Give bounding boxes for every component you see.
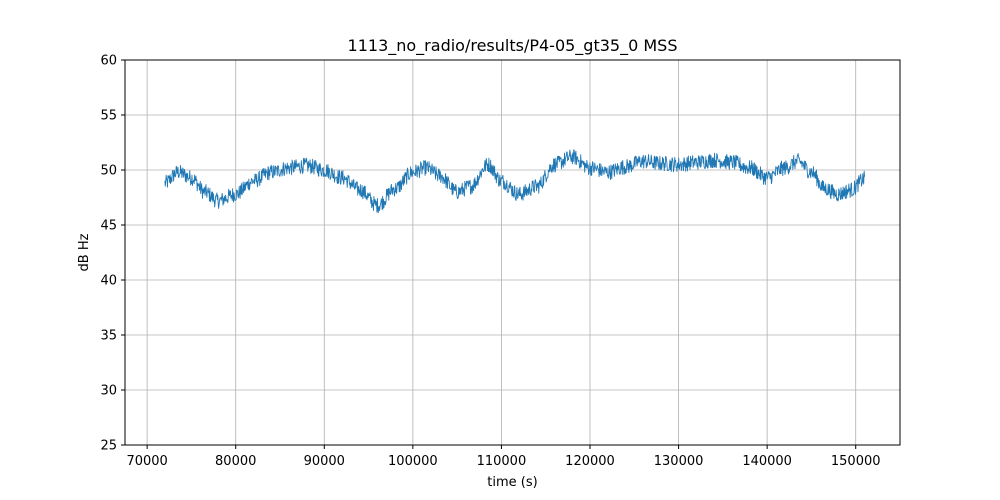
ticks: 70000 80000 90000 100000 110000 120000 130000 1… — [100, 54, 880, 470]
y-tick-label: 30 — [100, 384, 117, 399]
x-tick-label: 100000 — [388, 454, 438, 469]
x-tick-label: 120000 — [565, 454, 615, 469]
plot-frame — [124, 59, 901, 446]
y-tick-label: 25 — [100, 439, 117, 454]
series-line-0 — [164, 149, 866, 214]
grid — [125, 59, 900, 446]
x-axis-label: time (s) — [487, 475, 537, 490]
y-tick-label: 50 — [100, 164, 117, 179]
x-tick-label: 110000 — [477, 454, 527, 469]
x-tick-label: 140000 — [742, 454, 792, 469]
y-tick-label: 45 — [100, 219, 117, 234]
x-tick-label: 80000 — [215, 454, 256, 469]
chart-title: 1113_no_radio/results/P4-05_gt35_0 MSS — [348, 36, 678, 56]
x-tick-label: 90000 — [304, 454, 345, 469]
x-tick-label: 70000 — [126, 454, 167, 469]
y-axis-label: dB Hz — [77, 233, 92, 271]
y-tick-label: 55 — [100, 109, 117, 124]
x-tick-label: 150000 — [831, 454, 881, 469]
series-layer — [164, 149, 866, 214]
y-tick-label: 60 — [100, 54, 117, 69]
y-tick-label: 40 — [100, 274, 117, 289]
y-tick-label: 35 — [100, 329, 117, 344]
x-tick-label: 130000 — [654, 454, 704, 469]
